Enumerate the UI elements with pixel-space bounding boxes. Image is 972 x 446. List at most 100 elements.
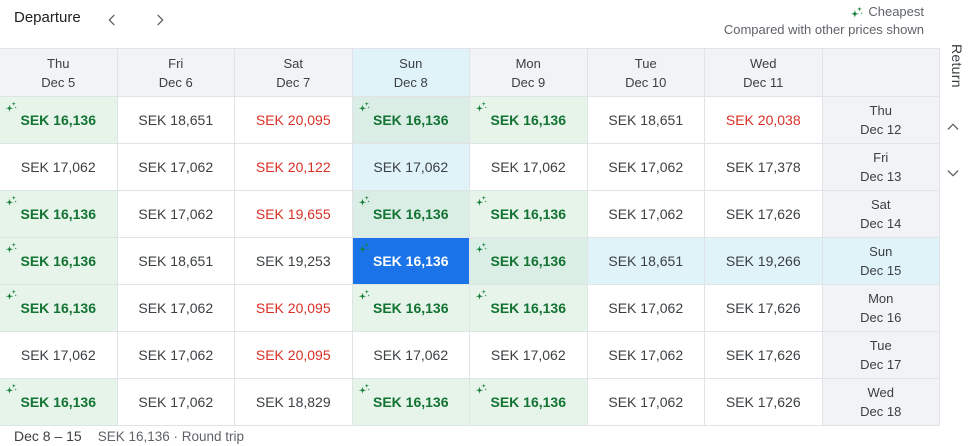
price-value: SEK 17,062 <box>608 300 684 316</box>
price-value: SEK 17,062 <box>373 347 449 363</box>
price-cell[interactable]: SEK 17,626 <box>705 191 823 238</box>
departure-column-header: Fri Dec 6 <box>117 49 235 97</box>
cheapest-sparkle-icon <box>358 195 370 207</box>
return-down-button[interactable] <box>939 160 967 188</box>
price-value: SEK 16,136 <box>490 253 567 269</box>
price-cell[interactable]: SEK 20,095 <box>235 332 353 379</box>
price-value: SEK 17,062 <box>138 300 214 316</box>
price-value: SEK 16,136 <box>490 112 567 128</box>
price-value: SEK 17,062 <box>138 394 214 410</box>
price-value: SEK 18,651 <box>608 253 684 269</box>
price-cell[interactable]: SEK 16,136 <box>0 191 118 238</box>
departure-prev-button[interactable] <box>98 6 126 34</box>
price-value: SEK 19,266 <box>725 253 801 269</box>
return-up-button[interactable] <box>939 114 967 142</box>
price-cell[interactable]: SEK 17,062 <box>587 379 705 426</box>
price-cell[interactable]: SEK 16,136 <box>470 285 588 332</box>
price-cell[interactable]: SEK 19,253 <box>235 238 353 285</box>
label-day: Wed <box>867 385 895 400</box>
trip-summary-price: SEK 16,136 · Round trip <box>97 429 245 444</box>
return-row-label: Sat Dec 14 <box>822 191 940 238</box>
chevron-down-icon <box>945 165 961 184</box>
label-day: Tue <box>869 338 892 353</box>
cheapest-legend: Cheapest Compared with other prices show… <box>724 3 924 39</box>
price-value: SEK 20,095 <box>255 347 331 363</box>
price-cell[interactable]: SEK 19,266 <box>705 238 823 285</box>
price-cell[interactable]: SEK 17,062 <box>117 144 235 191</box>
price-cell[interactable]: SEK 16,136 <box>470 379 588 426</box>
price-cell[interactable]: SEK 17,062 <box>0 144 118 191</box>
price-value: SEK 17,062 <box>20 347 96 363</box>
chevron-up-icon <box>945 119 961 138</box>
price-cell[interactable]: SEK 18,651 <box>587 238 705 285</box>
price-cell[interactable]: SEK 19,655 <box>235 191 353 238</box>
label-date: Dec 12 <box>860 122 902 137</box>
price-cell[interactable]: SEK 16,136 <box>352 238 470 285</box>
price-cell[interactable]: SEK 16,136 <box>0 238 118 285</box>
departure-column-header: Thu Dec 5 <box>0 49 118 97</box>
price-cell[interactable]: SEK 16,136 <box>470 238 588 285</box>
label-day: Mon <box>868 291 894 306</box>
price-value: SEK 20,038 <box>725 112 801 128</box>
price-cell[interactable]: SEK 16,136 <box>352 191 470 238</box>
price-cell[interactable]: SEK 16,136 <box>352 379 470 426</box>
price-value: SEK 16,136 <box>373 394 449 410</box>
price-value: SEK 16,136 <box>490 206 567 222</box>
price-cell[interactable]: SEK 17,062 <box>352 332 470 379</box>
price-cell[interactable]: SEK 17,062 <box>117 191 235 238</box>
price-cell[interactable]: SEK 17,062 <box>587 191 705 238</box>
price-cell[interactable]: SEK 17,626 <box>705 285 823 332</box>
header-date: Dec 11 <box>743 74 784 90</box>
departure-column-header: Sun Dec 8 <box>352 49 470 97</box>
label-day: Sun <box>869 244 893 259</box>
price-value: SEK 17,062 <box>608 159 684 175</box>
price-cell[interactable]: SEK 17,062 <box>0 332 118 379</box>
price-cell[interactable]: SEK 20,095 <box>235 285 353 332</box>
header-day: Sun <box>399 55 423 71</box>
price-cell[interactable]: SEK 17,062 <box>117 379 235 426</box>
price-cell[interactable]: SEK 20,095 <box>235 97 353 144</box>
price-cell[interactable]: SEK 16,136 <box>0 379 118 426</box>
price-cell[interactable]: SEK 17,626 <box>705 332 823 379</box>
price-cell[interactable]: SEK 16,136 <box>352 285 470 332</box>
price-cell[interactable]: SEK 17,378 <box>705 144 823 191</box>
date-price-grid: Thu Dec 5 Fri Dec 6 Sat Dec 7 Sun Dec 8 Mon Dec 9… <box>0 48 940 426</box>
price-value: SEK 19,253 <box>255 253 331 269</box>
price-value: SEK 16,136 <box>20 112 97 128</box>
price-value: SEK 16,136 <box>373 253 449 269</box>
price-cell[interactable]: SEK 17,626 <box>705 379 823 426</box>
departure-next-button[interactable] <box>146 6 174 34</box>
price-value: SEK 17,062 <box>608 394 684 410</box>
price-cell[interactable]: SEK 16,136 <box>0 285 118 332</box>
price-cell[interactable]: SEK 18,651 <box>117 238 235 285</box>
price-cell[interactable]: SEK 20,038 <box>705 97 823 144</box>
cheapest-sparkle-icon <box>475 289 487 301</box>
price-cell[interactable]: SEK 18,651 <box>587 97 705 144</box>
header-day: Fri <box>168 55 184 71</box>
price-cell[interactable]: SEK 16,136 <box>0 97 118 144</box>
price-cell[interactable]: SEK 17,062 <box>352 144 470 191</box>
price-cell[interactable]: SEK 16,136 <box>470 97 588 144</box>
price-cell[interactable]: SEK 17,062 <box>117 285 235 332</box>
price-cell[interactable]: SEK 17,062 <box>117 332 235 379</box>
price-cell[interactable]: SEK 16,136 <box>352 97 470 144</box>
price-value: SEK 18,829 <box>255 394 331 410</box>
price-cell[interactable]: SEK 17,062 <box>587 332 705 379</box>
return-row-label: Fri Dec 13 <box>822 144 940 191</box>
price-cell[interactable]: SEK 17,062 <box>470 144 588 191</box>
return-column-header-blank <box>822 49 940 97</box>
price-cell[interactable]: SEK 17,062 <box>470 332 588 379</box>
price-value: SEK 18,651 <box>138 112 214 128</box>
price-cell[interactable]: SEK 17,062 <box>587 144 705 191</box>
price-cell[interactable]: SEK 18,651 <box>117 97 235 144</box>
cheapest-sparkle-icon <box>475 383 487 395</box>
label-date: Dec 17 <box>860 357 902 372</box>
price-value: SEK 16,136 <box>490 394 567 410</box>
cheapest-sparkle-icon <box>5 242 17 254</box>
price-cell[interactable]: SEK 18,829 <box>235 379 353 426</box>
price-value: SEK 20,095 <box>255 300 331 316</box>
price-cell[interactable]: SEK 17,062 <box>587 285 705 332</box>
price-cell[interactable]: SEK 16,136 <box>470 191 588 238</box>
header-day: Thu <box>47 55 70 71</box>
price-cell[interactable]: SEK 20,122 <box>235 144 353 191</box>
